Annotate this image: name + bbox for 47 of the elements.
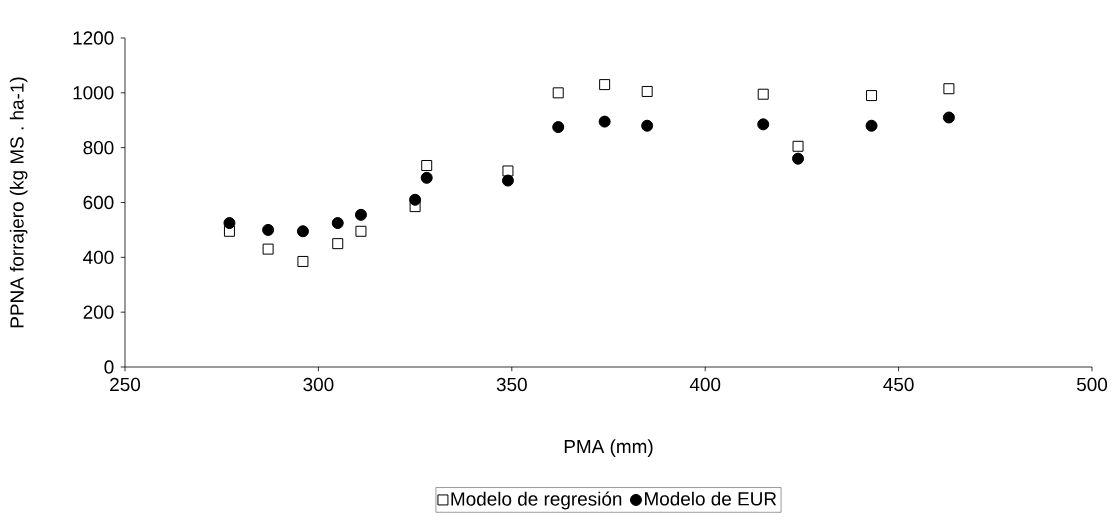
- point: [354, 208, 367, 221]
- point: [501, 174, 514, 187]
- point: [420, 171, 433, 184]
- point: [502, 165, 514, 177]
- y-tick-label: 800: [83, 140, 114, 155]
- point: [943, 83, 955, 95]
- point: [421, 159, 433, 171]
- point: [552, 87, 564, 99]
- y-tick-label: 600: [83, 195, 114, 210]
- point: [409, 201, 421, 213]
- point: [262, 243, 274, 255]
- y-tick-label: 0: [104, 360, 114, 374]
- x-tick-label: 300: [303, 377, 334, 392]
- x-tick-label: 250: [110, 377, 141, 392]
- legend-label: Modelo de EUR: [645, 491, 777, 506]
- point: [223, 217, 236, 230]
- legend-label: Modelo de regresión: [451, 491, 622, 510]
- point: [792, 140, 804, 152]
- point: [866, 90, 878, 102]
- y-tick-label: 400: [83, 250, 114, 265]
- point: [757, 118, 770, 131]
- x-tick-label: 400: [689, 377, 721, 392]
- y-tick-label: 200: [83, 305, 114, 319]
- point: [355, 225, 367, 237]
- x-tick-label: 350: [496, 377, 527, 392]
- point: [296, 225, 309, 238]
- y-axis-title: PPNA forrajero (kg MS . ha-1): [9, 77, 28, 328]
- x-tick-label: 500: [1076, 377, 1108, 392]
- y-tick-label: 1200: [73, 31, 114, 45]
- point: [552, 121, 565, 134]
- point: [792, 152, 805, 165]
- point: [598, 115, 611, 128]
- y-tick-label: 1000: [73, 86, 114, 100]
- x-tick-label: 450: [883, 377, 914, 392]
- point: [757, 88, 769, 100]
- point: [641, 85, 653, 97]
- point: [409, 193, 422, 206]
- x-axis-title: PMA (mm): [564, 439, 653, 457]
- point: [641, 119, 654, 132]
- point: [865, 119, 878, 132]
- point: [942, 111, 955, 124]
- point: [223, 225, 235, 237]
- point: [297, 255, 309, 267]
- point: [332, 238, 344, 250]
- point: [262, 223, 275, 236]
- point: [331, 217, 344, 230]
- point: [599, 79, 611, 91]
